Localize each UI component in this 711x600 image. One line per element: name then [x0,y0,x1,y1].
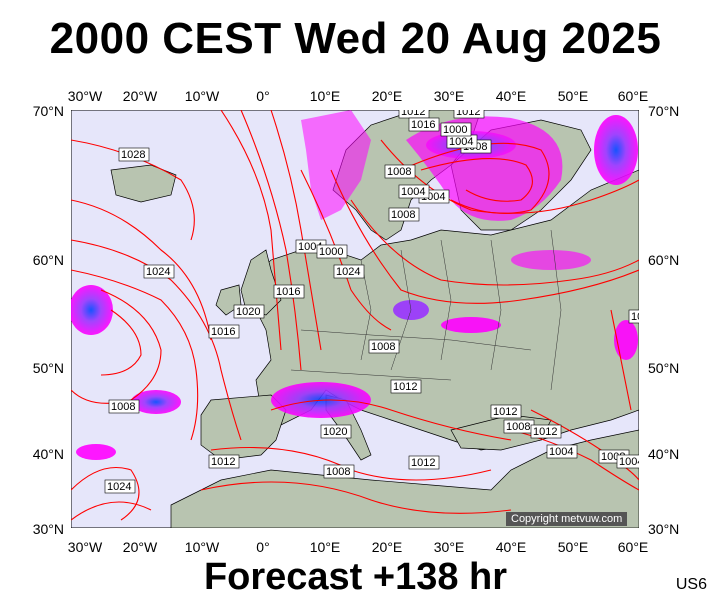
svg-text:1008: 1008 [631,311,639,323]
isobar-label: 1016 [208,324,240,339]
weather-map: 1028102410201016101210081004100010241020… [71,110,639,528]
svg-text:1028: 1028 [121,149,145,161]
isobar-label: 1000 [440,122,472,137]
longitude-tick: 10°E [309,88,341,104]
svg-text:1012: 1012 [393,381,417,393]
isobar-label: 1012 [490,404,522,419]
latitude-tick: 40°N [32,446,64,462]
svg-text:1020: 1020 [323,426,347,438]
isobar-label: 1004 [446,134,478,149]
svg-text:1024: 1024 [146,266,170,278]
svg-text:1000: 1000 [443,124,467,136]
isobar-label: 1012 [398,110,430,119]
svg-text:1016: 1016 [211,326,235,338]
longitude-tick: 20°E [371,539,403,555]
latitude-tick: 70°N [648,103,680,119]
longitude-tick: 30°E [433,539,465,555]
svg-text:1016: 1016 [276,286,300,298]
isobar-label: 1016 [408,117,440,132]
longitude-tick: 30°W [67,539,103,555]
svg-text:1004: 1004 [619,456,639,468]
longitude-tick: 10°W [184,539,220,555]
svg-text:1008: 1008 [371,341,395,353]
svg-text:1004: 1004 [449,136,473,148]
longitude-tick: 60°E [617,539,649,555]
isobar-label: 1008 [628,309,639,324]
latitude-tick: 60°N [32,252,64,268]
longitude-tick: 20°W [122,88,158,104]
latitude-tick: 30°N [648,521,680,537]
latitude-tick: 40°N [648,446,680,462]
svg-text:1020: 1020 [236,306,260,318]
isobar-label: 1004 [398,184,430,199]
longitude-tick: 20°W [122,539,158,555]
isobars [71,110,639,521]
svg-text:1008: 1008 [506,421,530,433]
isobar-label: 1008 [503,419,535,434]
longitude-tick: 0° [256,539,270,555]
isobar-label: 1012 [390,379,422,394]
svg-text:1008: 1008 [111,401,135,413]
isobar-label: 1012 [530,424,562,439]
isobar-label: 1008 [388,207,420,222]
isobar-label: 1028 [118,147,150,162]
model-code: US6 [675,576,707,593]
isobar-label: 1008 [368,339,400,354]
isobar-label: 1024 [104,479,136,494]
longitude-tick: 50°E [557,88,589,104]
svg-text:1008: 1008 [391,209,415,221]
svg-text:1012: 1012 [493,406,517,418]
longitude-tick: 50°E [557,539,589,555]
isobar-label: 1016 [273,284,305,299]
longitude-tick: 40°E [495,539,527,555]
longitude-tick: 0° [256,88,270,104]
isobar-label: 1020 [320,424,352,439]
svg-text:1004: 1004 [298,241,322,253]
isobar-labels: 1028102410201016101210081004100010241020… [104,110,639,494]
svg-text:1012: 1012 [411,457,435,469]
isobar-label: 1008 [323,464,355,479]
latitude-tick: 30°N [32,521,64,537]
svg-text:1012: 1012 [211,456,235,468]
svg-text:1004: 1004 [549,446,573,458]
longitude-tick: 30°E [433,88,465,104]
svg-text:1004: 1004 [401,186,425,198]
latitude-tick: 50°N [648,360,680,376]
isobar-label: 1000 [316,244,348,259]
country-borders [290,229,562,391]
svg-text:1024: 1024 [107,481,131,493]
svg-text:1024: 1024 [336,266,360,278]
svg-text:1012: 1012 [533,426,557,438]
svg-text:1012: 1012 [456,110,480,118]
isobar-label: 1004 [616,454,639,469]
longitude-tick: 40°E [495,88,527,104]
isobar-label: 1020 [233,304,265,319]
longitude-tick: 30°W [67,88,103,104]
longitude-tick: 60°E [617,88,649,104]
copyright-label: Copyright metvuw.com [506,512,628,526]
svg-text:1008: 1008 [387,166,411,178]
svg-text:1000: 1000 [319,246,343,258]
isobar-label: 1012 [208,454,240,469]
isobar-label: 1004 [546,444,578,459]
isobar-label: 1008 [384,164,416,179]
isobar-label: 1012 [453,110,485,119]
latitude-tick: 60°N [648,252,680,268]
longitude-tick: 20°E [371,88,403,104]
longitude-tick: 10°W [184,88,220,104]
longitude-tick: 10°E [309,539,341,555]
forecast-label: Forecast +138 hr [203,556,508,598]
svg-text:1012: 1012 [401,110,425,118]
map-title: 2000 CEST Wed 20 Aug 2025 [49,14,662,63]
svg-text:1016: 1016 [411,119,435,131]
latitude-tick: 70°N [32,103,64,119]
isobar-label: 1008 [108,399,140,414]
isobar-label: 1012 [408,455,440,470]
svg-text:1008: 1008 [326,466,350,478]
isobar-label: 1024 [333,264,365,279]
latitude-tick: 50°N [32,360,64,376]
isobar-label: 1024 [143,264,175,279]
